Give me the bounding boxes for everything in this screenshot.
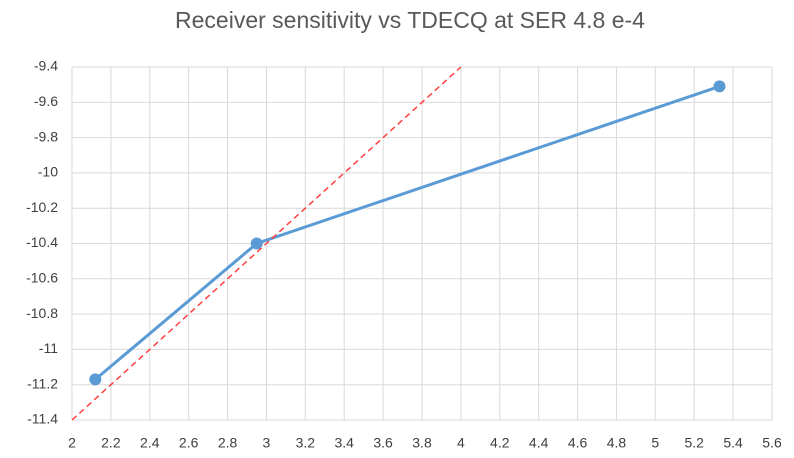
data-point xyxy=(89,373,102,386)
y-tick-label: -10.8 xyxy=(26,305,58,321)
y-tick-label: -11.2 xyxy=(27,375,58,391)
x-tick-label: 3.8 xyxy=(412,435,432,451)
reference-line xyxy=(71,66,462,421)
y-tick-label: -9.6 xyxy=(34,93,58,109)
x-tick-label: 3.4 xyxy=(334,435,354,451)
x-tick-label: 3.2 xyxy=(296,435,316,451)
x-tick-label: 4.8 xyxy=(607,435,627,451)
x-tick-label: 5.2 xyxy=(684,435,704,451)
y-tick-label: -10 xyxy=(38,164,58,180)
x-tick-label: 2.6 xyxy=(179,435,199,451)
y-tick-label: -10.4 xyxy=(26,234,58,250)
y-tick-label: -9.8 xyxy=(34,128,58,144)
x-tick-label: 3.6 xyxy=(373,435,393,451)
y-tick-label: -11 xyxy=(39,340,58,356)
data-point xyxy=(250,237,263,250)
x-tick-label: 5.4 xyxy=(723,435,743,451)
x-tick-label: 2 xyxy=(68,435,76,451)
chart-title: Receiver sensitivity vs TDECQ at SER 4.8… xyxy=(175,7,645,33)
y-tick-label: -10.2 xyxy=(26,199,58,215)
x-tick-label: 4.6 xyxy=(568,435,588,451)
x-tick-label: 2.8 xyxy=(218,435,238,451)
x-tick-label: 4.2 xyxy=(490,435,510,451)
y-tick-label: -11.4 xyxy=(27,411,58,427)
x-tick-label: 2.4 xyxy=(140,435,160,451)
y-tick-label: -9.4 xyxy=(34,58,58,74)
x-tick-label: 4 xyxy=(457,435,465,451)
x-tick-label: 4.4 xyxy=(529,435,549,451)
data-point xyxy=(713,80,726,93)
x-tick-label: 3 xyxy=(263,435,271,451)
y-tick-label: -10.6 xyxy=(26,270,58,286)
x-tick-label: 5.6 xyxy=(762,435,782,451)
x-tick-label: 5 xyxy=(651,435,659,451)
x-tick-label: 2.2 xyxy=(101,435,121,451)
